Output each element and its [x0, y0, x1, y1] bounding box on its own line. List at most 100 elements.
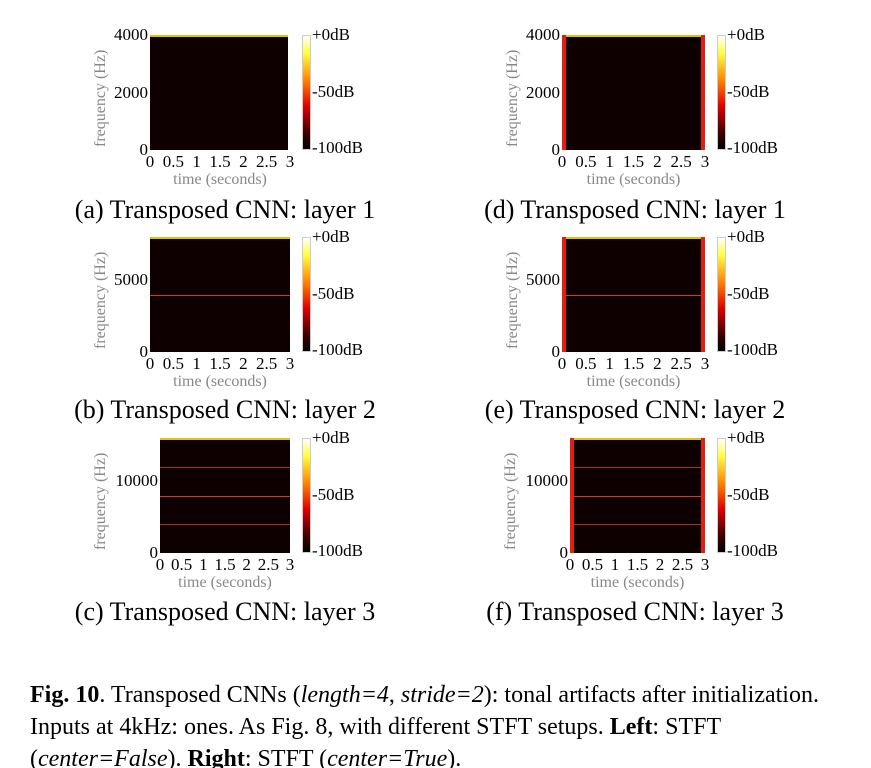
y-tick-label: 0 — [139, 342, 149, 361]
colorbar-tick-label: -100dB — [312, 541, 363, 560]
x-tick-label: 1 — [199, 555, 208, 574]
colorbar — [302, 35, 311, 150]
caption-text: . Transposed CNNs ( — [99, 682, 301, 708]
x-tick-label: 0 — [557, 152, 567, 171]
x-tick-label: 3 — [700, 555, 710, 574]
spectrogram-image — [160, 438, 290, 553]
tonal-artifact-line — [570, 524, 705, 526]
x-tick-label: 3 — [700, 354, 710, 373]
y-tick-label: 5000 — [526, 270, 560, 290]
edge-artifact — [562, 35, 566, 150]
caption-param: center=False — [38, 746, 168, 768]
y-tick-label: 0 — [551, 140, 561, 159]
colorbar-tick-label: +0dB — [312, 227, 350, 246]
spectrogram-panel: +0dB -50dB -100dB 0 5000 0 0.5 1 1.5 2 2.5 3 time (s… — [92, 228, 363, 397]
spectrogram-panel: +0dB -50dB -100dB 0 10000 0 0.5 1 1.5 2 2.5 3 time (… — [92, 429, 363, 598]
x-tick-label: 0.5 — [581, 555, 604, 574]
x-axis-label: time (seconds) — [586, 171, 681, 188]
colorbar-tick-label: -50dB — [312, 284, 355, 303]
subfigure-caption: (d) Transposed CNN: layer 1 — [484, 195, 786, 224]
y-tick-label: 10000 — [115, 471, 159, 491]
figure-caption: Fig. 10. Transposed CNNs (length=4, stri… — [30, 679, 850, 768]
figure-label: Fig. 10 — [30, 682, 100, 708]
y-axis-label: frequency (Hz) — [502, 452, 519, 550]
x-tick-label: 1 — [192, 152, 201, 171]
spectrogram-image — [150, 35, 288, 150]
tonal-artifact-line — [160, 495, 290, 497]
x-tick-label: 3 — [285, 354, 295, 373]
x-tick-label: 0.5 — [575, 152, 597, 171]
subfigure-caption: (a) Transposed CNN: layer 1 — [74, 195, 376, 224]
nyquist-line — [562, 237, 705, 239]
x-tick-label: 0.5 — [575, 354, 597, 373]
x-tick-label: 1.5 — [626, 555, 649, 574]
y-tick-label: 10000 — [525, 471, 569, 491]
x-tick-label: 2 — [239, 354, 248, 373]
x-tick-label: 0 — [155, 555, 165, 574]
tonal-artifact-line — [160, 524, 290, 526]
x-tick-label: 1.5 — [214, 555, 236, 574]
edge-artifact — [701, 35, 705, 150]
x-tick-label: 1 — [610, 555, 620, 574]
x-tick-label: 1 — [605, 152, 614, 171]
colorbar-tick-label: -50dB — [312, 485, 355, 504]
nyquist-line — [570, 438, 705, 440]
y-tick-label: 0 — [149, 543, 159, 562]
tonal-artifact-line — [570, 495, 705, 497]
x-axis-label: time (seconds) — [178, 574, 272, 591]
subfigure-caption: (c) Transposed CNN: layer 3 — [74, 597, 376, 626]
spectrogram-panel: +0dB -50dB -100dB 0 5000 0 0.5 1 1.5 2 2.5 3 time (s… — [504, 228, 778, 397]
x-tick-label: 2.5 — [256, 354, 278, 373]
y-axis-label: frequency (Hz) — [92, 452, 109, 550]
caption-text: ). — [447, 746, 462, 768]
y-tick-label: 5000 — [114, 270, 148, 290]
y-tick-label: 2000 — [526, 82, 560, 102]
y-axis-label: frequency (Hz) — [92, 49, 109, 147]
spectrogram-image — [150, 237, 290, 352]
caption-text: : STFT ( — [30, 714, 721, 768]
x-tick-label: 0 — [145, 354, 155, 373]
x-tick-label: 2 — [655, 555, 665, 574]
x-tick-label: 0.5 — [162, 354, 184, 373]
colorbar-tick-label: +0dB — [312, 25, 350, 44]
caption-text: ): tonal artifacts after initialization.… — [30, 682, 819, 740]
spectrogram-image — [562, 237, 705, 352]
caption-param: stride=2 — [400, 682, 484, 708]
colorbar-tick-label: +0dB — [727, 25, 765, 44]
edge-artifact — [570, 438, 574, 553]
colorbar-tick-label: +0dB — [727, 428, 765, 447]
colorbar-tick-label: -50dB — [727, 284, 770, 303]
colorbar — [717, 237, 726, 352]
colorbar — [302, 438, 311, 553]
tonal-artifact-line — [160, 466, 290, 468]
colorbar — [302, 237, 311, 352]
nyquist-line — [160, 438, 290, 440]
spectrogram-image — [562, 35, 705, 150]
x-tick-label: 2.5 — [256, 152, 278, 171]
subfigure-caption: (e) Transposed CNN: layer 2 — [484, 395, 786, 424]
tonal-artifact-line — [562, 294, 705, 296]
y-axis-label: frequency (Hz) — [92, 251, 109, 349]
x-tick-label: 0 — [565, 555, 575, 574]
colorbar-tick-label: +0dB — [312, 428, 350, 447]
colorbar-tick-label: -100dB — [727, 340, 778, 359]
colorbar-tick-label: -50dB — [727, 485, 770, 504]
x-tick-label: 2 — [653, 152, 662, 171]
tonal-artifact-line — [150, 294, 290, 296]
x-axis-label: time (seconds) — [173, 373, 267, 390]
x-tick-label: 2.5 — [257, 555, 279, 574]
colorbar-tick-label: -100dB — [727, 541, 778, 560]
x-axis-label: time (seconds) — [586, 373, 681, 390]
x-tick-label: 2.5 — [670, 354, 692, 373]
spectrogram-panel: +0dB -50dB -100dB 0 2000 4000 0 0.5 1 1.5 2 2.5 3 tim… — [504, 26, 778, 195]
y-axis-label: frequency (Hz) — [504, 49, 521, 147]
colorbar-tick-label: -50dB — [312, 82, 355, 101]
caption-bold: Right — [187, 746, 245, 768]
x-tick-label: 2 — [242, 555, 251, 574]
caption-text: : STFT ( — [244, 746, 328, 768]
spectrogram-image — [570, 438, 705, 553]
nyquist-line — [150, 237, 290, 239]
x-tick-label: 1.5 — [622, 152, 645, 171]
x-tick-label: 0.5 — [162, 152, 184, 171]
x-tick-label: 1.5 — [209, 152, 231, 171]
